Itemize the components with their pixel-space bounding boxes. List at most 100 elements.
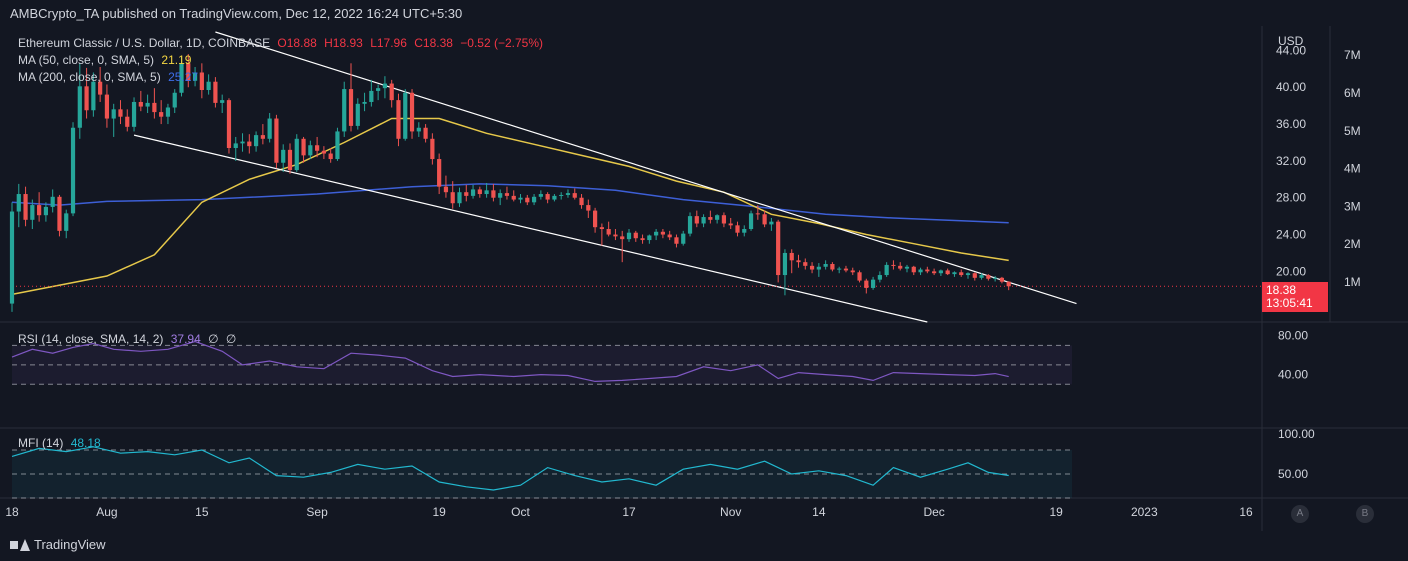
candle-body [796,260,801,263]
candle-body [789,252,794,261]
rsi-tick-label: 80.00 [1278,329,1308,343]
candle-body [477,189,482,195]
candle-body [362,101,367,104]
footer-brand[interactable]: TradingView [10,537,106,552]
candle-body [152,102,157,113]
candle-body [226,100,232,148]
candle-body [335,131,340,160]
candle-body [57,196,62,231]
candle-body [342,89,347,132]
legend-ma50[interactable]: MA (50, close, 0, SMA, 5) 21.19 [18,53,195,67]
candle-body [1006,281,1011,287]
candle-body [538,194,543,197]
candle-body [179,63,184,93]
candle-body [728,223,733,226]
candle-body [850,270,855,273]
candle-body [131,101,137,127]
candle-body [206,81,211,90]
candle-body [633,232,638,239]
legend-mfi[interactable]: MFI (14) 48.18 [18,436,105,450]
time-tick-label: Dec [923,505,944,519]
candle-body [742,229,747,233]
candle-body [247,141,252,147]
mfi-tick-label: 50.00 [1278,467,1308,481]
time-tick-label: Oct [511,505,530,519]
footer-brand-text: TradingView [34,537,106,552]
candle-body [301,138,306,156]
candle-body [945,270,950,275]
candle-body [98,81,103,95]
publisher-line: AMBCrypto_TA published on TradingView.co… [10,6,463,21]
time-tick-label: 15 [195,505,209,519]
legend-ma50-label: MA (50, close, 0, SMA, 5) [18,53,155,67]
candle-body [253,135,259,147]
candle-body [572,193,577,198]
candle-body [647,235,652,241]
candle-body [626,232,632,240]
candle-body [999,277,1005,282]
candle-body [654,231,659,236]
candle-body [260,135,265,139]
legend-symbol: Ethereum Classic / U.S. Dollar, 1D, COIN… [18,36,271,50]
candle-body [118,109,123,117]
candle-body [667,234,672,238]
candle-body [864,280,869,288]
candle-body [681,233,686,244]
candle-body [586,205,591,211]
legend-rsi[interactable]: RSI (14, close, SMA, 14, 2) 37.94 ∅ ∅ [18,332,240,346]
candle-body [809,265,815,270]
last-price-value: 18.38 [1266,283,1297,297]
time-tick-label: Aug [96,505,117,519]
legend-ma200[interactable]: MA (200, close, 0, SMA, 5) 25.27 [18,70,202,84]
ma200-line [11,183,1009,224]
legend-rsi-label: RSI (14, close, SMA, 14, 2) [18,332,164,346]
candle-body [443,186,449,193]
legend-low: L17.96 [370,36,407,50]
rsi-tick-label: 40.00 [1278,368,1308,382]
price-tick-label: 24.00 [1276,228,1306,242]
candle-body [694,216,699,224]
candle-body [816,266,821,270]
volume-tick-label: 3M [1344,199,1361,213]
candle-body [138,101,143,107]
candle-body [104,94,110,119]
legend-ma50-value: 21.19 [161,53,192,67]
candle-body [965,273,971,276]
candle-body [708,217,713,220]
candle-body [287,149,293,171]
candle-body [592,210,598,228]
candle-body [511,195,516,200]
candle-body [620,236,625,240]
auto-scale-button[interactable]: A [1291,505,1309,523]
legend-rsi-extra1: ∅ [208,332,219,346]
candle-body [409,92,415,132]
candle-body [823,264,828,267]
candle-body [748,213,754,230]
tradingview-logo-icon [10,538,30,551]
candle-body [172,92,177,108]
log-scale-button[interactable]: B [1356,505,1374,523]
candle-body [125,116,130,127]
candle-body [457,192,462,204]
candle-body [993,277,998,279]
candle-body [545,194,550,200]
price-tick-label: 28.00 [1276,191,1306,205]
chart-canvas[interactable]: 44.0040.0036.0032.0028.0024.0020.0016.00… [0,26,1408,531]
candle-body [37,205,42,216]
candle-body [43,206,49,216]
volume-tick-label: 4M [1344,162,1361,176]
volume-tick-label: 7M [1344,48,1361,62]
candle-body [308,145,313,156]
candle-body [233,143,238,148]
candle-body [565,193,571,195]
currency-label: USD [1278,34,1304,48]
candle-body [321,150,326,154]
candle-body [769,221,774,225]
candle-body [837,268,842,270]
candle-body [450,192,455,204]
candle-body [721,215,727,224]
chart-frame[interactable]: 44.0040.0036.0032.0028.0024.0020.0016.00… [0,26,1408,531]
candle-body [843,268,849,271]
candle-body [803,262,808,266]
candle-body [599,227,604,230]
